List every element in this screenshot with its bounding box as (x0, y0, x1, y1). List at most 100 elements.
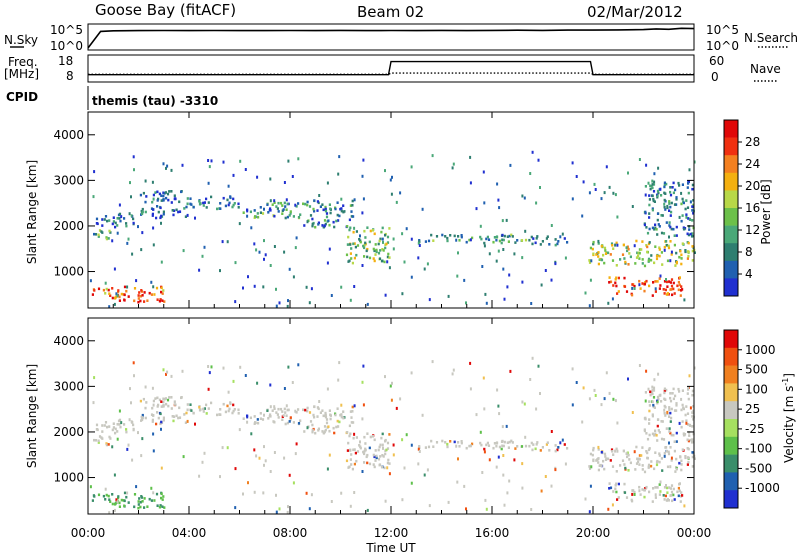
power-echo-cell (531, 150, 534, 154)
power-echo-cell (582, 180, 585, 184)
velocity-echo-cell (479, 430, 482, 434)
velocity-echo-cell (546, 441, 549, 444)
velocity-echo-cell (353, 404, 356, 408)
velocity-echo-cell (410, 443, 413, 447)
velocity-echo-cell (506, 491, 509, 495)
velocity-echo-cell (689, 406, 692, 410)
power-echo-cell (647, 242, 651, 246)
power-echo-cell (647, 259, 650, 262)
power-echo-cell (273, 199, 276, 203)
velocity-echo-cell (167, 404, 170, 408)
velocity-echo-cell (690, 441, 694, 444)
power-echo-cell (663, 292, 666, 295)
power-echo-cell (228, 201, 231, 205)
velocity-echo-cell (162, 400, 165, 404)
colorbar-swatch (724, 365, 738, 384)
velocity-echo-cell (679, 455, 682, 459)
power-echo-cell (641, 258, 644, 261)
velocity-echo-cell (181, 369, 184, 373)
velocity-echo-cell (658, 460, 661, 464)
velocity-echo-cell (350, 463, 353, 466)
velocity-echo-cell (644, 487, 647, 490)
power-echo-cell (317, 223, 320, 226)
power-echo-cell (686, 206, 690, 209)
power-echo-cell (178, 210, 182, 213)
velocity-echo-cell (663, 387, 666, 391)
power-echo-cell (670, 201, 673, 205)
freq-label-line2: [MHz] (4, 67, 39, 81)
power-echo-cell (591, 247, 594, 251)
power-echo-cell (239, 159, 242, 163)
power-echo-cell (139, 299, 142, 303)
velocity-echo-cell (123, 504, 126, 508)
power-echo-cell (497, 249, 500, 253)
power-echo-cell (295, 205, 298, 208)
velocity-echo-cell (276, 413, 279, 416)
velocity-echo-cell (289, 416, 292, 419)
power-echo-cell (359, 234, 361, 238)
y-tick-label: 1000 (53, 471, 84, 485)
power-echo-cell (340, 197, 343, 201)
velocity-echo-cell (592, 448, 595, 452)
velocity-echo-cell (253, 490, 256, 494)
velocity-echo-cell (165, 402, 168, 406)
velocity-echo-cell (548, 449, 551, 452)
velocity-echo-cell (347, 466, 350, 469)
power-echo-cell (358, 238, 361, 241)
power-echo-cell (617, 276, 620, 280)
power-echo-cell (401, 232, 404, 236)
velocity-echo-cell (115, 498, 118, 502)
power-echo-cell (451, 166, 454, 170)
power-echo-cell (513, 252, 516, 256)
power-echo-cell (311, 217, 314, 221)
power-echo-cell (162, 162, 165, 166)
power-echo-cell (641, 262, 644, 265)
velocity-echo-cell (692, 409, 695, 413)
power-echo-cell (660, 231, 664, 235)
velocity-echo-cell (623, 482, 626, 486)
power-echo-cell (653, 261, 656, 265)
power-echo-cell (428, 298, 431, 302)
velocity-echo-cell (97, 493, 101, 497)
velocity-echo-cell (159, 504, 162, 507)
power-echo-cell (253, 284, 256, 288)
velocity-echo-cell (663, 451, 666, 455)
velocity-echo-cell (493, 442, 496, 445)
power-echo-cell (207, 201, 210, 204)
velocity-echo-cell (186, 403, 189, 406)
power-echo-cell (139, 294, 142, 298)
velocity-echo-cell (125, 430, 128, 434)
velocity-echo-cell (654, 493, 657, 497)
power-echo-cell (612, 284, 615, 287)
power-echo-cell (564, 256, 567, 260)
power-echo-cell (126, 241, 129, 245)
power-echo-cell (502, 238, 505, 242)
velocity-echo-cell (294, 452, 297, 456)
power-echo-cell (627, 171, 629, 175)
power-echo-cell (656, 280, 659, 283)
power-echo-cell (189, 197, 192, 200)
velocity-echo-cell (186, 408, 189, 412)
velocity-echo-cell (150, 499, 153, 502)
velocity-echo-cell (658, 431, 661, 434)
power-echo-cell (657, 223, 660, 226)
velocity-echo-cell (647, 387, 650, 391)
power-echo-cell (521, 280, 524, 284)
velocity-echo-cell (392, 453, 395, 457)
power-echo-cell (330, 294, 333, 297)
power-echo-cell (348, 218, 351, 222)
velocity-echo-cell (479, 441, 482, 445)
velocity-echo-cell (257, 421, 260, 425)
velocity-echo-cell (143, 497, 146, 500)
velocity-echo-cell (362, 450, 365, 454)
velocity-echo-cell (109, 437, 112, 440)
velocity-echo-cell (545, 443, 548, 446)
power-echo-cell (262, 285, 265, 289)
power-y-axis-label: Slant Range [km] (25, 160, 39, 264)
power-echo-cell (342, 210, 345, 214)
power-echo-cell (325, 215, 329, 219)
velocity-echo-cell (355, 436, 358, 439)
power-echo-cell (277, 210, 280, 213)
power-echo-cell (97, 235, 100, 238)
power-echo-cell (691, 205, 694, 208)
